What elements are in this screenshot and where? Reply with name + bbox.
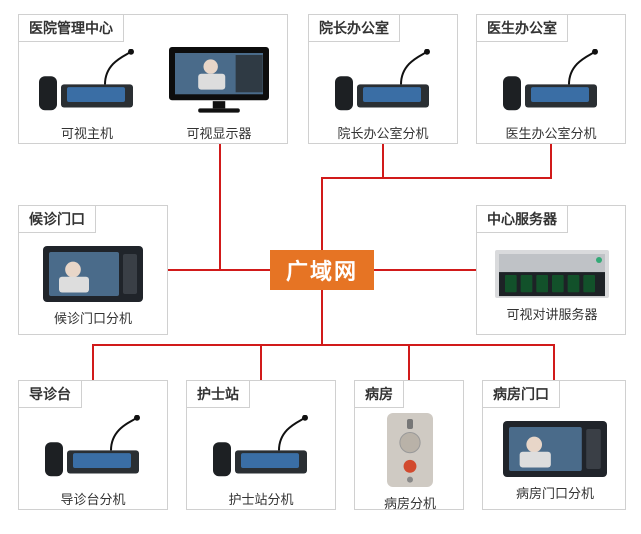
device-mgmt-0: 可视主机 — [37, 49, 137, 142]
device-waiting-0: 候诊门口分机 — [43, 246, 143, 327]
node-nurse: 护士站护士站分机 — [186, 380, 336, 510]
wallpanel-icon — [43, 246, 143, 302]
monitor-icon — [167, 45, 271, 117]
node-director: 院长办公室院长办公室分机 — [308, 14, 458, 144]
device-warddoor-0: 病房门口分机 — [503, 421, 607, 502]
deskphone-icon — [43, 415, 143, 483]
node-title: 病房门口 — [482, 380, 560, 408]
device-label: 可视主机 — [61, 123, 113, 142]
node-server: 中心服务器可视对讲服务器 — [476, 205, 626, 335]
wallpanel-icon — [503, 421, 607, 477]
node-title: 护士站 — [186, 380, 250, 408]
device-label: 病房门口分机 — [516, 483, 594, 502]
node-ward: 病房病房分机 — [354, 380, 464, 510]
device-label: 可视对讲服务器 — [506, 304, 597, 323]
node-warddoor: 病房门口病房门口分机 — [482, 380, 626, 510]
node-waiting: 候诊门口候诊门口分机 — [18, 205, 168, 335]
device-server-0: 可视对讲服务器 — [495, 250, 609, 323]
device-triage-0: 导诊台分机 — [43, 415, 143, 508]
device-label: 护士站分机 — [228, 489, 293, 508]
device-director-0: 院长办公室分机 — [333, 49, 433, 142]
deskphone-icon — [333, 49, 433, 117]
node-doctor: 医生办公室医生办公室分机 — [476, 14, 626, 144]
hub-label: 广域网 — [286, 254, 358, 286]
device-label: 候诊门口分机 — [54, 308, 132, 327]
node-mgmt: 医院管理中心可视主机 可视显示器 — [18, 14, 288, 144]
hub-wan: 广域网 — [270, 250, 374, 290]
node-triage: 导诊台导诊台分机 — [18, 380, 168, 510]
device-nurse-0: 护士站分机 — [211, 415, 311, 508]
device-ward-0: 病房分机 — [387, 413, 433, 512]
node-title: 中心服务器 — [476, 205, 568, 233]
device-mgmt-1: 可视显示器 — [167, 45, 271, 142]
device-doctor-0: 医生办公室分机 — [501, 49, 601, 142]
device-label: 导诊台分机 — [60, 489, 125, 508]
deskphone-icon — [211, 415, 311, 483]
node-title: 病房 — [354, 380, 404, 408]
node-title: 导诊台 — [18, 380, 82, 408]
device-label: 院长办公室分机 — [337, 123, 428, 142]
server-icon — [495, 250, 609, 298]
node-title: 医生办公室 — [476, 14, 568, 42]
device-label: 可视显示器 — [186, 123, 251, 142]
device-label: 病房分机 — [384, 493, 436, 512]
node-title: 医院管理中心 — [18, 14, 124, 42]
node-title: 院长办公室 — [308, 14, 400, 42]
node-title: 候诊门口 — [18, 205, 96, 233]
doorunit-icon — [387, 413, 433, 487]
device-label: 医生办公室分机 — [505, 123, 596, 142]
deskphone-icon — [37, 49, 137, 117]
deskphone-icon — [501, 49, 601, 117]
